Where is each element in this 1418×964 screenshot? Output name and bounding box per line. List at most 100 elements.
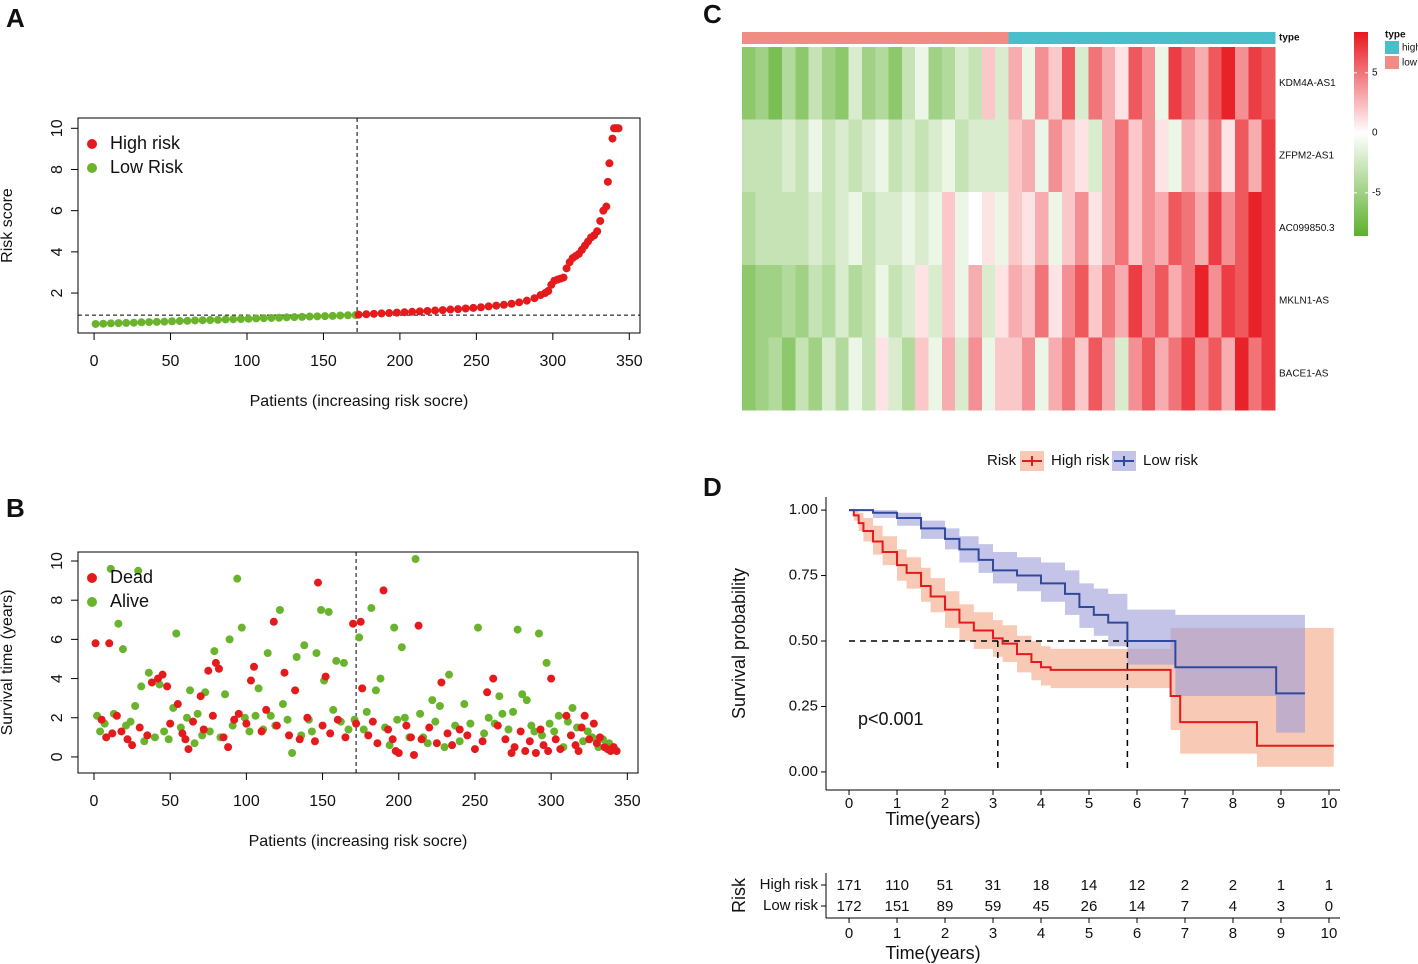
heat-cell (861, 337, 876, 411)
risk-count: 1 (1277, 877, 1285, 894)
heat-cell (955, 192, 970, 266)
risk-count: 3 (1277, 898, 1285, 915)
heat-cell (742, 119, 756, 193)
point (379, 586, 388, 595)
point (568, 703, 577, 712)
legend-swatch (87, 139, 97, 149)
colorbar (1354, 32, 1368, 236)
x-tick-label: 0 (90, 353, 99, 370)
x-tick-label: 8 (1229, 925, 1237, 942)
point (534, 629, 543, 638)
point (478, 737, 487, 746)
heat-cell (795, 119, 810, 193)
point (583, 727, 592, 736)
heat-cell (1261, 264, 1276, 338)
x-axis-label: Patients (increasing risk socre) (249, 833, 468, 850)
heat-cell (1008, 47, 1023, 121)
heat-cell (1261, 119, 1276, 193)
x-tick-label: 50 (161, 793, 179, 810)
point (259, 314, 268, 323)
x-tick-label: 4 (1037, 925, 1045, 942)
point (324, 607, 333, 616)
point (129, 318, 138, 327)
point (186, 686, 194, 695)
risk-count: 14 (1129, 898, 1146, 915)
heat-cell (835, 119, 850, 193)
x-tick-label: 0 (90, 793, 99, 810)
heat-cell (1008, 119, 1023, 193)
heat-cell (795, 47, 810, 121)
point (390, 623, 399, 632)
point (333, 715, 342, 724)
heat-cell (755, 192, 770, 266)
point (571, 741, 580, 750)
point (469, 303, 478, 312)
heat-cell (1035, 119, 1050, 193)
type-cell (821, 32, 836, 44)
heat-cell (1115, 337, 1130, 411)
point (99, 319, 108, 328)
point (122, 318, 131, 327)
point (250, 662, 258, 671)
heat-cell (941, 119, 956, 193)
heat-cell (955, 337, 970, 411)
point (262, 705, 271, 714)
point (313, 312, 322, 321)
legend-label: Alive (110, 591, 149, 611)
risk-count: 26 (1081, 898, 1098, 915)
heat-cell (861, 47, 876, 121)
point (290, 313, 299, 322)
point (367, 604, 376, 613)
point (358, 684, 367, 693)
y-tick-label: 8 (49, 596, 66, 605)
point (205, 727, 214, 736)
y-tick-label: 10 (49, 119, 66, 137)
point (551, 735, 560, 744)
x-axis-label: Patients (increasing risk socre) (250, 393, 469, 410)
point (371, 686, 380, 695)
point (498, 709, 507, 718)
row-label: Low risk (763, 897, 819, 914)
x-tick-label: 200 (387, 353, 414, 370)
heat-cell (1248, 192, 1263, 266)
point (332, 656, 341, 665)
heat-cell (981, 337, 996, 411)
point (242, 719, 251, 728)
point (515, 298, 524, 307)
point (364, 731, 373, 740)
heat-cell (928, 119, 943, 193)
heat-cell (995, 119, 1010, 193)
x-tick-label: 250 (463, 353, 490, 370)
point (320, 312, 329, 321)
y-tick-label: 0.75 (789, 567, 818, 584)
point (476, 303, 485, 312)
point (208, 711, 217, 720)
point (328, 311, 337, 320)
type-cell (888, 32, 903, 44)
heat-cell (1088, 337, 1103, 411)
risk-count: 172 (837, 898, 862, 915)
heat-cell (1048, 119, 1063, 193)
heat-cell (1208, 192, 1223, 266)
point (166, 719, 175, 728)
point (544, 747, 553, 756)
heat-cell (781, 264, 796, 338)
heat-cell (781, 192, 796, 266)
heat-cell (1088, 119, 1103, 193)
heat-cell (1061, 192, 1076, 266)
point (388, 735, 397, 744)
heat-cell (1008, 337, 1023, 411)
heat-cell (755, 337, 770, 411)
row-label: AC099850.3 (1279, 223, 1335, 234)
point (510, 743, 519, 752)
point (193, 709, 202, 718)
heat-cell (941, 47, 956, 121)
point (237, 623, 246, 632)
heat-cell (955, 264, 970, 338)
heat-cell (835, 264, 850, 338)
point (106, 564, 115, 573)
point (577, 723, 586, 732)
point (484, 302, 493, 311)
heat-cell (1181, 264, 1196, 338)
point (172, 629, 181, 638)
